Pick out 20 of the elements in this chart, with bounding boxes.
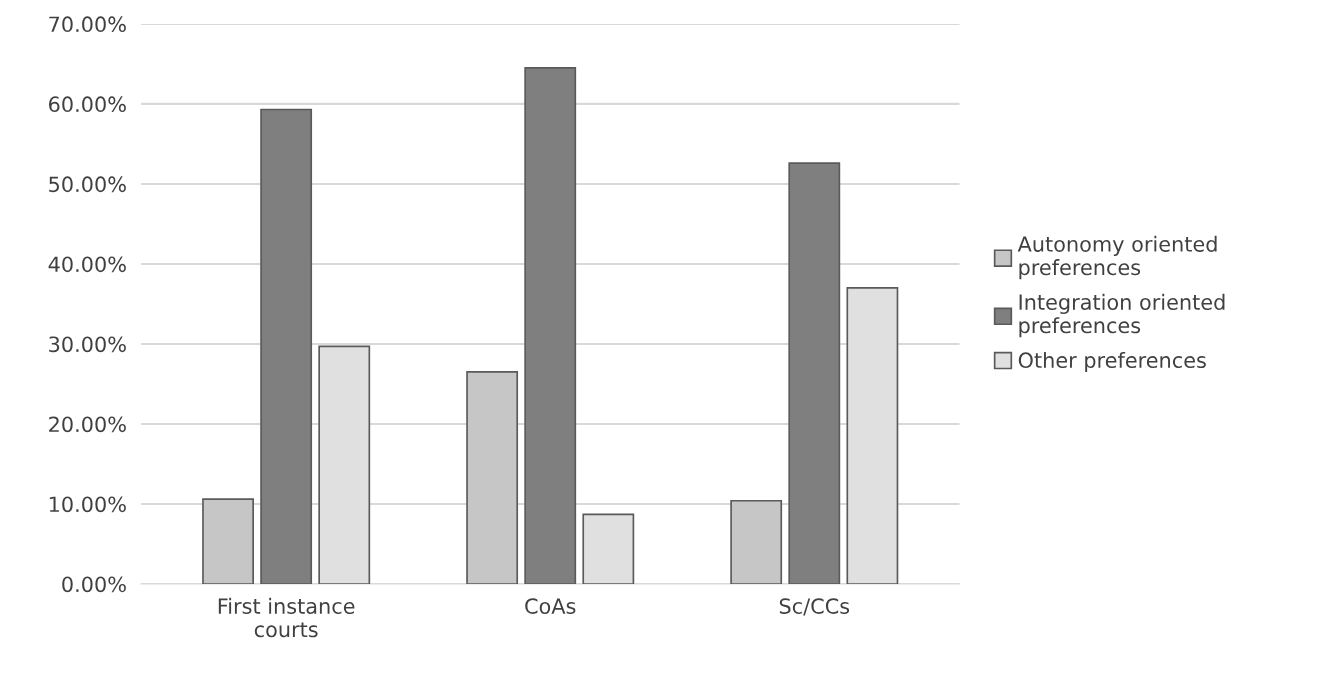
y-tick-label: 50.00%: [49, 176, 126, 193]
y-tick-label: 70.00%: [49, 16, 126, 33]
y-tick-label: 0.00%: [62, 576, 126, 593]
y-tick-label: 60.00%: [49, 96, 126, 113]
legend-label: Other preferences: [1018, 351, 1206, 373]
bar: [730, 499, 783, 584]
x-tick-label: Sc/CCs: [779, 598, 850, 616]
y-tick-label: 10.00%: [49, 496, 126, 513]
legend-label: Integration oriented preferences: [1019, 293, 1225, 338]
bar: [466, 371, 519, 584]
bar: [524, 67, 577, 584]
bar: [202, 498, 254, 584]
bar: [260, 108, 313, 584]
x-tick-label: First instance courts: [218, 597, 355, 638]
x-tick-label: CoAs: [525, 598, 576, 614]
y-tick-label: 40.00%: [48, 256, 126, 273]
y-tick-label: 20.00%: [49, 416, 126, 433]
bar: [788, 162, 841, 584]
legend-label: Autonomy oriented preferences: [1017, 235, 1217, 280]
y-tick-label: 30.00%: [49, 336, 126, 353]
